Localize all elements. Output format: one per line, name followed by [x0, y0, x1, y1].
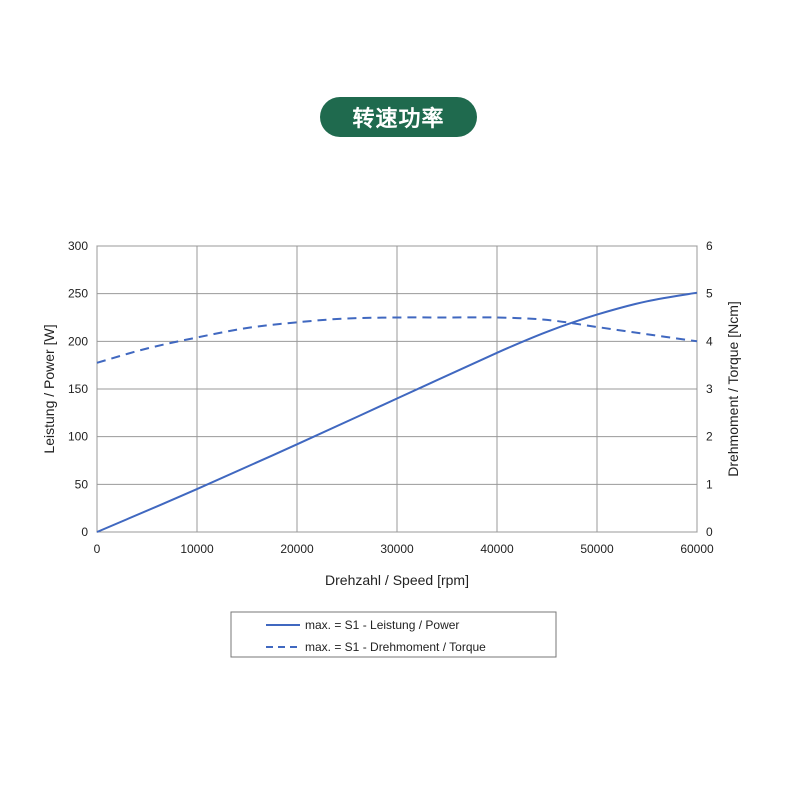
y-right-tick-label: 6 [706, 239, 713, 253]
title-badge: 转速功率 [320, 97, 477, 137]
y-right-tick-label: 3 [706, 382, 713, 396]
x-tick-label: 50000 [580, 542, 614, 556]
x-axis-ticks: 0 10000 20000 30000 40000 50000 60000 [94, 542, 714, 556]
y-left-axis-label: Leistung / Power [W] [41, 324, 57, 453]
x-axis-label: Drehzahl / Speed [rpm] [325, 572, 469, 588]
y-left-tick-label: 300 [68, 239, 88, 253]
y-right-tick-label: 2 [706, 430, 713, 444]
y-right-axis-ticks: 0 1 2 3 4 5 6 [706, 239, 713, 539]
y-left-tick-label: 50 [75, 477, 89, 491]
chart-grid [96, 245, 698, 533]
y-right-tick-label: 4 [706, 334, 713, 348]
y-left-tick-label: 250 [68, 287, 88, 301]
x-tick-label: 30000 [380, 542, 414, 556]
y-left-tick-label: 100 [68, 430, 88, 444]
y-left-axis-ticks: 0 50 100 150 200 250 300 [68, 239, 88, 539]
y-left-tick-label: 150 [68, 382, 88, 396]
y-right-tick-label: 5 [706, 287, 713, 301]
x-tick-label: 10000 [180, 542, 214, 556]
chart-series [96, 291, 698, 533]
legend-label-torque: max. = S1 - Drehmoment / Torque [305, 640, 486, 654]
x-tick-label: 60000 [680, 542, 714, 556]
series-line-torque [96, 316, 698, 364]
y-right-axis-label: Drehmoment / Torque [Ncm] [725, 301, 741, 477]
legend-label-power: max. = S1 - Leistung / Power [305, 618, 459, 632]
x-tick-label: 40000 [480, 542, 514, 556]
y-right-tick-label: 0 [706, 525, 713, 539]
series-line-power [96, 291, 698, 533]
y-left-tick-label: 200 [68, 334, 88, 348]
legend-box [230, 611, 557, 658]
x-tick-label: 0 [94, 542, 101, 556]
y-right-tick-label: 1 [706, 477, 713, 491]
x-tick-label: 20000 [280, 542, 314, 556]
y-left-tick-label: 0 [81, 525, 88, 539]
legend: max. = S1 - Leistung / Power max. = S1 -… [230, 611, 557, 658]
